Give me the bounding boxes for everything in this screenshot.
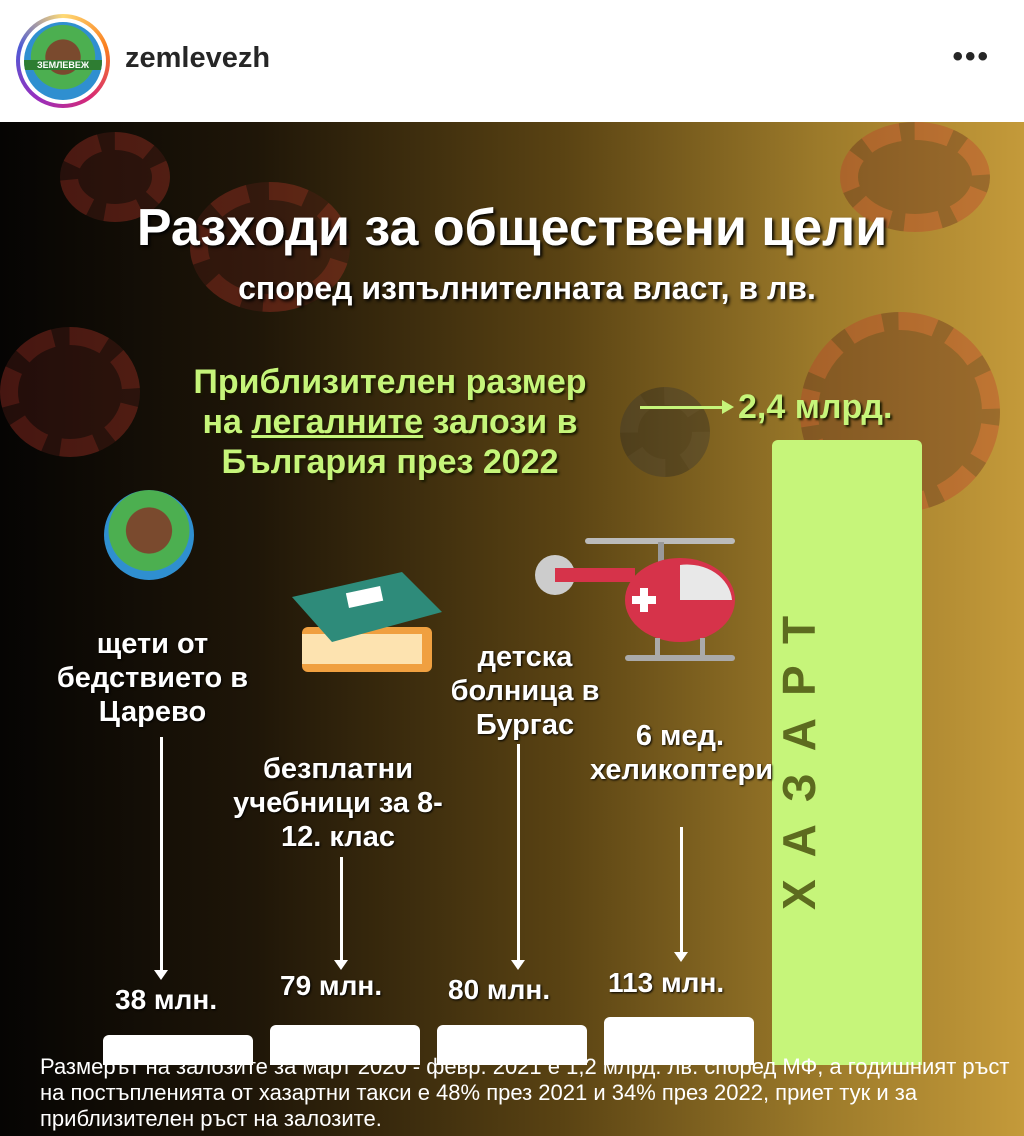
category-label: детска болница в Бургас — [450, 641, 600, 741]
owl-logo-icon: ЗЕМЛЕВЕЖ — [24, 22, 102, 100]
category-label: 6 мед. хеликоптери — [590, 720, 774, 786]
legal-line-3: България през 2022 — [221, 443, 559, 481]
legal-line-1: Приблизителен размер — [193, 363, 587, 401]
more-options-icon[interactable]: ••• — [952, 40, 990, 73]
pointer-arrow-icon — [334, 857, 348, 970]
legal-line-2-pre: на — [202, 403, 252, 441]
bar-2 — [437, 1024, 587, 1065]
total-bets-value: 2,4 млрд. — [738, 388, 893, 426]
helicopter-icon — [535, 538, 735, 661]
username-link[interactable]: zemlevezh — [125, 42, 271, 74]
avatar[interactable]: ЗЕМЛЕВЕЖ — [16, 14, 110, 108]
bar-3 — [604, 1016, 754, 1065]
chart-title: Разходи за обществени цели — [136, 199, 888, 257]
bar-0 — [103, 1035, 253, 1065]
post-image: Разходи за обществени цели според изпълн… — [0, 122, 1024, 1136]
bar-4 — [772, 440, 922, 1065]
legal-line-2: на легалните залози в — [140, 402, 640, 442]
avatar-logo-text: ЗЕМЛЕВЕЖ — [24, 60, 102, 70]
bar-1 — [270, 1025, 420, 1065]
poker-chip-icon — [0, 327, 140, 457]
legal-bets-note: Приблизителен размер на легалните залози… — [140, 362, 640, 482]
legal-underlined: легалните — [251, 403, 424, 441]
pointer-arrow-icon — [511, 744, 525, 970]
data-label: 38 млн. — [115, 984, 218, 1015]
category-label: щети от бедствието в Царево — [56, 628, 249, 728]
data-label: 113 млн. — [608, 967, 725, 998]
legal-line-2-post: залози в — [423, 403, 578, 441]
pointer-arrow-icon — [154, 737, 168, 980]
category-label: безплатни учебници за 8-12. клас — [233, 753, 443, 853]
post-header: ЗЕМЛЕВЕЖ zemlevezh ••• — [0, 0, 1024, 122]
gambling-bar-label: ХАЗАРТ — [773, 593, 825, 911]
pointer-arrow-icon — [674, 827, 688, 962]
chart-subtitle: според изпълнителната власт, в лв. — [238, 270, 816, 306]
footnote: Размерът на залозите за март 2020 - февр… — [40, 1054, 1010, 1131]
arrow-right-icon — [640, 400, 734, 414]
owl-logo-icon — [104, 490, 194, 580]
data-label: 80 млн. — [448, 974, 551, 1005]
books-icon — [292, 572, 442, 672]
data-label: 79 млн. — [280, 970, 383, 1001]
